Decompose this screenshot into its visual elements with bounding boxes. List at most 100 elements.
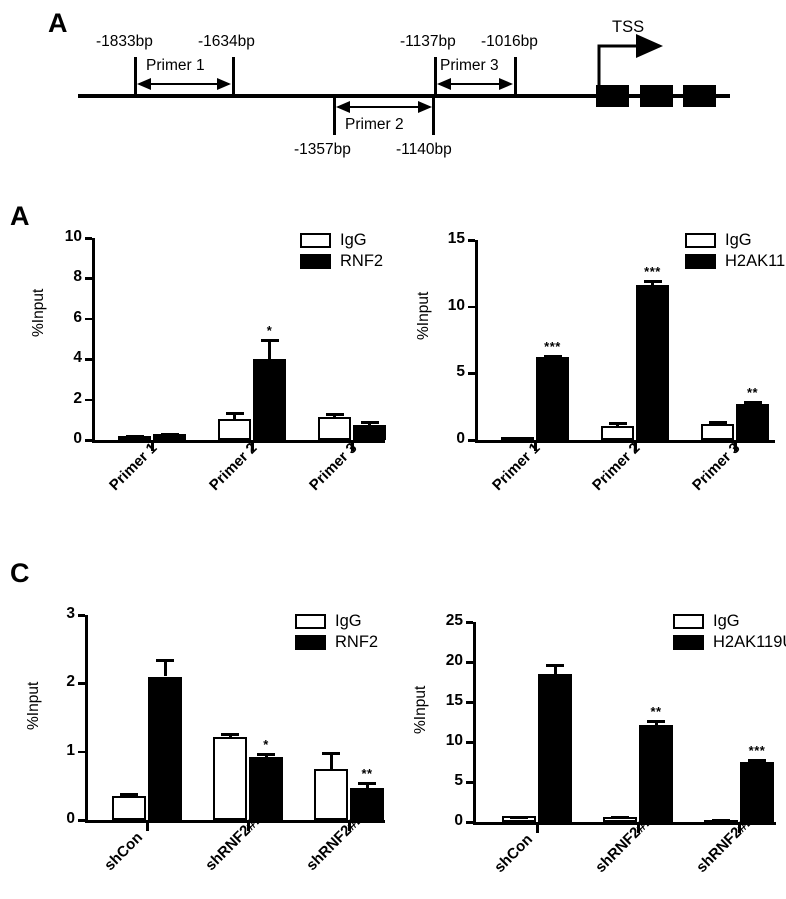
y-tick-label: 2 bbox=[66, 673, 75, 691]
x-tick-label: shCon bbox=[101, 828, 147, 875]
error-bar-cap bbox=[643, 280, 662, 283]
error-bar-cap bbox=[156, 659, 174, 663]
tss-label: TSS bbox=[612, 18, 645, 36]
x-tick-label: Primer 1 bbox=[489, 439, 544, 495]
bar-shrnf2-2-igg bbox=[314, 768, 348, 820]
bar-shcon-h2ak119ub bbox=[538, 674, 572, 822]
legend-swatch-h2ak119ub bbox=[685, 254, 716, 269]
error-bar-cap bbox=[257, 753, 275, 757]
legend-label: H2AK119Ub bbox=[713, 633, 786, 651]
error-bar-cap bbox=[120, 793, 138, 797]
primer-3-end-tick bbox=[514, 57, 517, 96]
legend-swatch-igg bbox=[295, 614, 326, 629]
error-bar-cap bbox=[160, 432, 179, 436]
chart-b-right-h2ak119ub-chip: 0 5 10 15 %Input *** Primer 1 *** Primer 2 ** Prim… bbox=[393, 195, 786, 495]
error-bar-stem bbox=[163, 659, 167, 677]
y-axis-line bbox=[475, 240, 478, 442]
bar-primer-2-h2ak119ub bbox=[636, 285, 669, 440]
legend-label: RNF2 bbox=[340, 252, 384, 270]
y-tick-mark bbox=[78, 682, 85, 685]
primer-3-label: Primer 3 bbox=[440, 57, 499, 74]
significance-marker: * bbox=[266, 323, 273, 338]
y-tick-mark bbox=[85, 237, 92, 240]
y-tick-mark bbox=[466, 621, 473, 624]
y-tick-mark bbox=[466, 661, 473, 664]
significance-marker: *** bbox=[748, 743, 766, 759]
y-tick-label: 0 bbox=[73, 430, 82, 447]
y-tick-label: 6 bbox=[73, 308, 82, 326]
panel-letter-b: A bbox=[10, 201, 30, 231]
significance-marker: ** bbox=[650, 704, 662, 720]
legend-swatch-igg bbox=[300, 233, 331, 248]
error-bar-cap bbox=[708, 421, 727, 425]
x-tick-label: Primer 3 bbox=[306, 439, 361, 495]
y-tick-mark bbox=[78, 614, 85, 617]
y-tick-mark bbox=[85, 439, 92, 442]
y-tick-mark bbox=[468, 239, 475, 242]
primer-3-end-label: -1016bp bbox=[481, 33, 538, 50]
legend-label: IgG bbox=[713, 612, 740, 630]
y-tick-label: 5 bbox=[456, 363, 465, 381]
error-bar-cap bbox=[225, 411, 244, 415]
y-tick-label: 10 bbox=[445, 732, 463, 749]
bar-shrnf2-1-igg bbox=[213, 736, 247, 820]
y-axis-line bbox=[473, 622, 476, 824]
y-tick-mark bbox=[78, 819, 85, 822]
bar-shrnf2-1-rnf2 bbox=[249, 757, 283, 820]
bar-primer-1-h2ak119ub bbox=[536, 357, 569, 440]
error-bar-cap bbox=[360, 421, 379, 425]
x-tick-mark bbox=[534, 443, 537, 451]
chart-b-left-rnf2-chip: 0 2 4 6 8 10 %Input Primer 1 * Primer 2 Primer 3 Ig… bbox=[0, 195, 393, 495]
error-bar-cap bbox=[358, 782, 376, 786]
x-tick-mark bbox=[251, 443, 254, 451]
x-axis-line bbox=[473, 822, 776, 825]
error-bar-cap bbox=[322, 751, 340, 755]
primer-1-start-label: -1833bp bbox=[96, 33, 153, 50]
primer-1-arrow-icon bbox=[137, 78, 231, 90]
panel-a-gene-diagram: -1833bp -1634bp Primer 1 bbox=[0, 0, 786, 190]
bar-primer-3-h2ak119ub bbox=[736, 404, 769, 440]
primer-1-start-tick bbox=[134, 57, 137, 96]
primer-2-start-label: -1357bp bbox=[294, 141, 351, 158]
y-axis-title: %Input bbox=[25, 681, 42, 730]
x-tick-mark bbox=[151, 443, 154, 451]
y-tick-label: 4 bbox=[73, 349, 82, 367]
error-bar-stem bbox=[553, 664, 557, 674]
error-bar-cap bbox=[510, 815, 528, 819]
y-tick-label: 20 bbox=[445, 652, 463, 669]
primer-2-end-label: -1140bp bbox=[396, 141, 452, 158]
significance-marker: ** bbox=[361, 766, 373, 782]
panel-letter-a: A bbox=[48, 8, 68, 38]
y-tick-label: 0 bbox=[454, 812, 463, 829]
legend-swatch-rnf2 bbox=[295, 635, 326, 650]
x-tick-mark bbox=[634, 443, 637, 451]
error-bar-cap bbox=[611, 816, 629, 819]
legend-label: IgG bbox=[340, 231, 367, 249]
error-bar-cap bbox=[543, 355, 562, 359]
error-bar-cap bbox=[608, 422, 627, 425]
bar-primer-3-igg bbox=[318, 416, 351, 440]
error-bar-cap bbox=[125, 434, 144, 438]
x-tick-mark bbox=[146, 823, 149, 831]
exon-box-2 bbox=[640, 85, 673, 107]
y-tick-mark bbox=[466, 741, 473, 744]
y-axis-title: %Input bbox=[415, 291, 432, 340]
error-bar-stem bbox=[329, 751, 333, 769]
significance-marker: *** bbox=[644, 264, 661, 279]
y-tick-label: 10 bbox=[64, 228, 82, 245]
x-tick-mark bbox=[247, 823, 250, 831]
y-tick-label: 0 bbox=[456, 430, 465, 447]
error-bar-stem bbox=[268, 339, 271, 360]
significance-marker: ** bbox=[746, 384, 759, 400]
x-axis-line bbox=[475, 440, 775, 443]
x-tick-mark bbox=[738, 825, 741, 833]
x-tick-mark bbox=[351, 443, 354, 451]
legend-label: IgG bbox=[725, 231, 752, 249]
y-tick-label: 0 bbox=[66, 810, 75, 827]
y-tick-mark bbox=[85, 358, 92, 361]
tss-arrow-icon bbox=[597, 34, 663, 97]
primer-3-arrow-icon bbox=[437, 78, 513, 90]
significance-marker: * bbox=[263, 737, 269, 753]
legend-swatch-igg bbox=[673, 614, 704, 629]
y-axis-line bbox=[92, 238, 95, 442]
